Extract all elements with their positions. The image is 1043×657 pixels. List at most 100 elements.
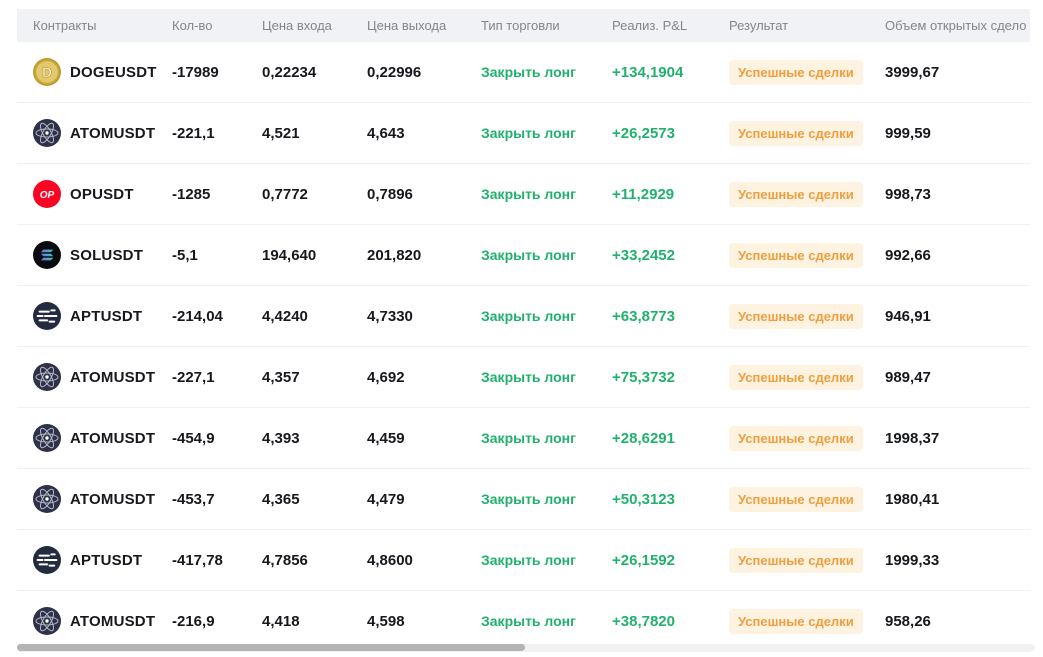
table-row: ATOMUSDT -216,9 4,418 4,598 Закрыть лонг… — [17, 591, 1030, 652]
column-header-realized-pnl: Реализ. P&L — [612, 18, 688, 33]
exit-price-cell: 4,598 — [367, 612, 405, 630]
open-volume-cell: 999,59 — [885, 124, 931, 142]
apt-coin-icon — [33, 302, 61, 330]
table-row: APTUSDT -214,04 4,4240 4,7330 Закрыть ло… — [17, 286, 1030, 347]
atom-coin-icon — [33, 424, 61, 452]
column-header-trade-type: Тип торговли — [481, 18, 560, 33]
trade-type-cell: Закрыть лонг — [481, 64, 576, 80]
realized-pnl-cell: +38,7820 — [612, 612, 675, 630]
exit-price-cell: 4,7330 — [367, 307, 413, 325]
trade-type-cell: Закрыть лонг — [481, 430, 576, 446]
realized-pnl-cell: +11,2929 — [612, 185, 675, 203]
open-volume-cell: 946,91 — [885, 307, 931, 325]
exit-price-cell: 4,8600 — [367, 551, 413, 569]
entry-price-cell: 4,365 — [262, 490, 300, 508]
contract-symbol: ATOMUSDT — [70, 368, 156, 386]
table-row: ATOMUSDT -453,7 4,365 4,479 Закрыть лонг… — [17, 469, 1030, 530]
apt-coin-icon — [33, 546, 61, 574]
contract-symbol: APTUSDT — [70, 307, 143, 325]
result-badge: Успешные сделки — [729, 242, 863, 268]
table-row: OP OPUSDT -1285 0,7772 0,7896 Закрыть ло… — [17, 164, 1030, 225]
quantity-cell: -454,9 — [172, 429, 215, 447]
op-coin-icon: OP — [33, 180, 61, 208]
open-volume-cell: 992,66 — [885, 246, 931, 264]
exit-price-cell: 4,479 — [367, 490, 405, 508]
trade-type-cell: Закрыть лонг — [481, 491, 576, 507]
trade-type-cell: Закрыть лонг — [481, 125, 576, 141]
quantity-cell: -453,7 — [172, 490, 215, 508]
entry-price-cell: 4,7856 — [262, 551, 308, 569]
svg-text:D: D — [42, 65, 52, 80]
entry-price-cell: 4,393 — [262, 429, 300, 447]
svg-text:OP: OP — [40, 190, 55, 201]
open-volume-cell: 1999,33 — [885, 551, 940, 569]
table-row: ATOMUSDT -221,1 4,521 4,643 Закрыть лонг… — [17, 103, 1030, 164]
horizontal-scrollbar-thumb[interactable] — [17, 644, 525, 651]
entry-price-cell: 4,357 — [262, 368, 300, 386]
realized-pnl-cell: +28,6291 — [612, 429, 675, 447]
entry-price-cell: 4,418 — [262, 612, 300, 630]
contract-symbol: OPUSDT — [70, 185, 134, 203]
atom-coin-icon — [33, 485, 61, 513]
open-volume-cell: 1998,37 — [885, 429, 940, 447]
result-badge: Успешные сделки — [729, 486, 863, 512]
table-body: D DOGEUSDT -17989 0,22234 0,22996 Закрыт… — [17, 42, 1030, 652]
realized-pnl-cell: +63,8773 — [612, 307, 675, 325]
result-badge: Успешные сделки — [729, 59, 863, 85]
entry-price-cell: 0,22234 — [262, 63, 317, 81]
table-row: D DOGEUSDT -17989 0,22234 0,22996 Закрыт… — [17, 42, 1030, 103]
entry-price-cell: 0,7772 — [262, 185, 308, 203]
quantity-cell: -214,04 — [172, 307, 223, 325]
column-header-open-volume: Объем открытых сдело — [885, 18, 1027, 33]
trade-type-cell: Закрыть лонг — [481, 369, 576, 385]
table-row: APTUSDT -417,78 4,7856 4,8600 Закрыть ло… — [17, 530, 1030, 591]
realized-pnl-cell: +50,3123 — [612, 490, 675, 508]
doge-coin-icon: D — [33, 58, 61, 86]
exit-price-cell: 201,820 — [367, 246, 422, 264]
open-volume-cell: 3999,67 — [885, 63, 940, 81]
quantity-cell: -5,1 — [172, 246, 198, 264]
realized-pnl-cell: +33,2452 — [612, 246, 675, 264]
column-header-exit-price: Цена выхода — [367, 18, 447, 33]
trade-type-cell: Закрыть лонг — [481, 613, 576, 629]
entry-price-cell: 4,521 — [262, 124, 300, 142]
exit-price-cell: 0,22996 — [367, 63, 422, 81]
result-badge: Успешные сделки — [729, 303, 863, 329]
atom-coin-icon — [33, 607, 61, 635]
quantity-cell: -227,1 — [172, 368, 215, 386]
atom-coin-icon — [33, 363, 61, 391]
table-header: Контракты Кол-во Цена входа Цена выхода … — [17, 9, 1030, 42]
quantity-cell: -1285 — [172, 185, 211, 203]
realized-pnl-cell: +26,2573 — [612, 124, 675, 142]
column-header-entry-price: Цена входа — [262, 18, 332, 33]
horizontal-scrollbar-track[interactable] — [17, 644, 1035, 651]
open-volume-cell: 989,47 — [885, 368, 931, 386]
contract-symbol: ATOMUSDT — [70, 612, 156, 630]
realized-pnl-cell: +26,1592 — [612, 551, 675, 569]
quantity-cell: -17989 — [172, 63, 219, 81]
open-volume-cell: 958,26 — [885, 612, 931, 630]
result-badge: Успешные сделки — [729, 181, 863, 207]
trades-table: Контракты Кол-во Цена входа Цена выхода … — [17, 9, 1030, 652]
table-row: ATOMUSDT -454,9 4,393 4,459 Закрыть лонг… — [17, 408, 1030, 469]
quantity-cell: -221,1 — [172, 124, 215, 142]
table-row: ATOMUSDT -227,1 4,357 4,692 Закрыть лонг… — [17, 347, 1030, 408]
result-badge: Успешные сделки — [729, 547, 863, 573]
entry-price-cell: 194,640 — [262, 246, 317, 264]
column-header-contracts: Контракты — [33, 18, 97, 33]
open-volume-cell: 998,73 — [885, 185, 931, 203]
contract-symbol: ATOMUSDT — [70, 429, 156, 447]
trade-type-cell: Закрыть лонг — [481, 308, 576, 324]
trade-type-cell: Закрыть лонг — [481, 552, 576, 568]
result-badge: Успешные сделки — [729, 364, 863, 390]
quantity-cell: -216,9 — [172, 612, 215, 630]
realized-pnl-cell: +75,3732 — [612, 368, 675, 386]
contract-symbol: APTUSDT — [70, 551, 143, 569]
table-row: SOLUSDT -5,1 194,640 201,820 Закрыть лон… — [17, 225, 1030, 286]
contract-symbol: SOLUSDT — [70, 246, 144, 264]
contract-symbol: ATOMUSDT — [70, 490, 156, 508]
entry-price-cell: 4,4240 — [262, 307, 308, 325]
exit-price-cell: 4,692 — [367, 368, 405, 386]
realized-pnl-cell: +134,1904 — [612, 63, 684, 81]
